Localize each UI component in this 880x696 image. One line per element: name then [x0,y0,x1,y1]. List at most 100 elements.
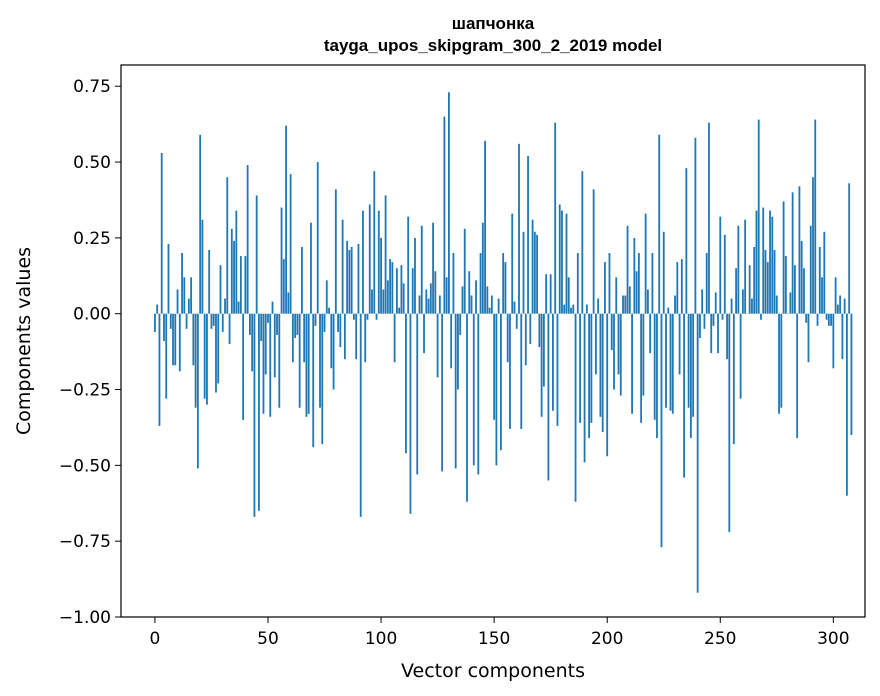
bar [477,313,480,475]
bar [637,253,640,314]
bar [606,313,609,457]
bar [224,298,226,314]
bar [647,289,649,314]
bar [291,313,294,363]
bar [760,313,762,320]
bar [739,313,742,399]
bar [332,313,335,390]
bar [762,207,765,314]
bar [653,313,656,420]
bar [518,143,520,314]
bar [459,313,462,335]
bar [708,122,710,314]
bar [364,313,367,363]
bar [443,116,446,314]
bar [228,313,231,345]
bar [755,210,758,314]
bar [622,295,624,314]
bar [303,313,306,363]
bar [301,246,303,314]
bar [280,207,283,314]
bar [386,280,389,314]
bar [278,313,281,408]
bar [178,313,181,372]
bar [185,313,188,329]
bar [450,313,453,369]
bar [583,313,586,463]
bar [312,313,315,448]
bar [836,304,839,314]
x-tick-label: 200 [591,629,623,649]
bar [362,210,364,314]
bar [400,265,403,314]
bar [448,92,450,314]
bar [321,313,324,445]
bar [305,313,308,417]
bar [757,119,760,314]
bar [414,237,416,314]
bar [540,313,543,417]
bar [807,313,810,363]
bar [748,265,751,314]
bar [780,313,783,408]
bar [154,313,156,332]
bar [219,265,222,314]
bar [255,195,258,314]
bar [676,262,679,314]
bar [314,313,317,326]
bar [825,313,828,320]
bar [773,250,776,314]
bar [712,313,715,326]
bar [334,189,337,314]
bar [520,313,523,429]
bar [325,280,328,314]
bar [316,162,319,314]
bar [201,219,204,314]
y-tick-label: −0.50 [59,456,111,476]
bar [651,253,654,314]
bar [432,222,434,314]
bar [703,313,706,329]
bar [310,222,312,314]
bar [346,240,349,314]
bar [710,313,713,354]
bar [552,313,554,411]
bar [660,313,663,548]
bar [348,250,351,314]
bar [728,313,731,533]
y-tick-label: 0.00 [73,305,111,325]
bar [793,265,796,314]
bar [187,298,190,314]
bar [619,313,622,396]
bar [839,295,842,314]
bar [296,313,299,335]
bar [506,313,509,363]
bar [380,237,382,314]
bar [282,259,285,314]
bar [536,234,538,314]
x-axis-label: Vector components [401,660,585,682]
bar [846,313,848,496]
y-tick-label: −1.00 [59,608,111,628]
bar [330,313,333,369]
bar [160,152,163,314]
bar [488,307,491,314]
bar [561,210,563,314]
bar [357,243,360,314]
bar [425,289,428,314]
bar [267,313,269,323]
bar [176,289,179,314]
bar [258,313,260,511]
y-tick-label: −0.75 [59,532,111,552]
bar [576,253,579,314]
y-tick-label: 0.25 [73,229,111,249]
bar [789,292,792,314]
bar [581,171,584,314]
bar [588,313,591,439]
bar [665,313,667,408]
bar [626,225,629,314]
bar [764,250,767,314]
bar [522,231,525,314]
bar [669,313,672,411]
bar [692,313,695,417]
